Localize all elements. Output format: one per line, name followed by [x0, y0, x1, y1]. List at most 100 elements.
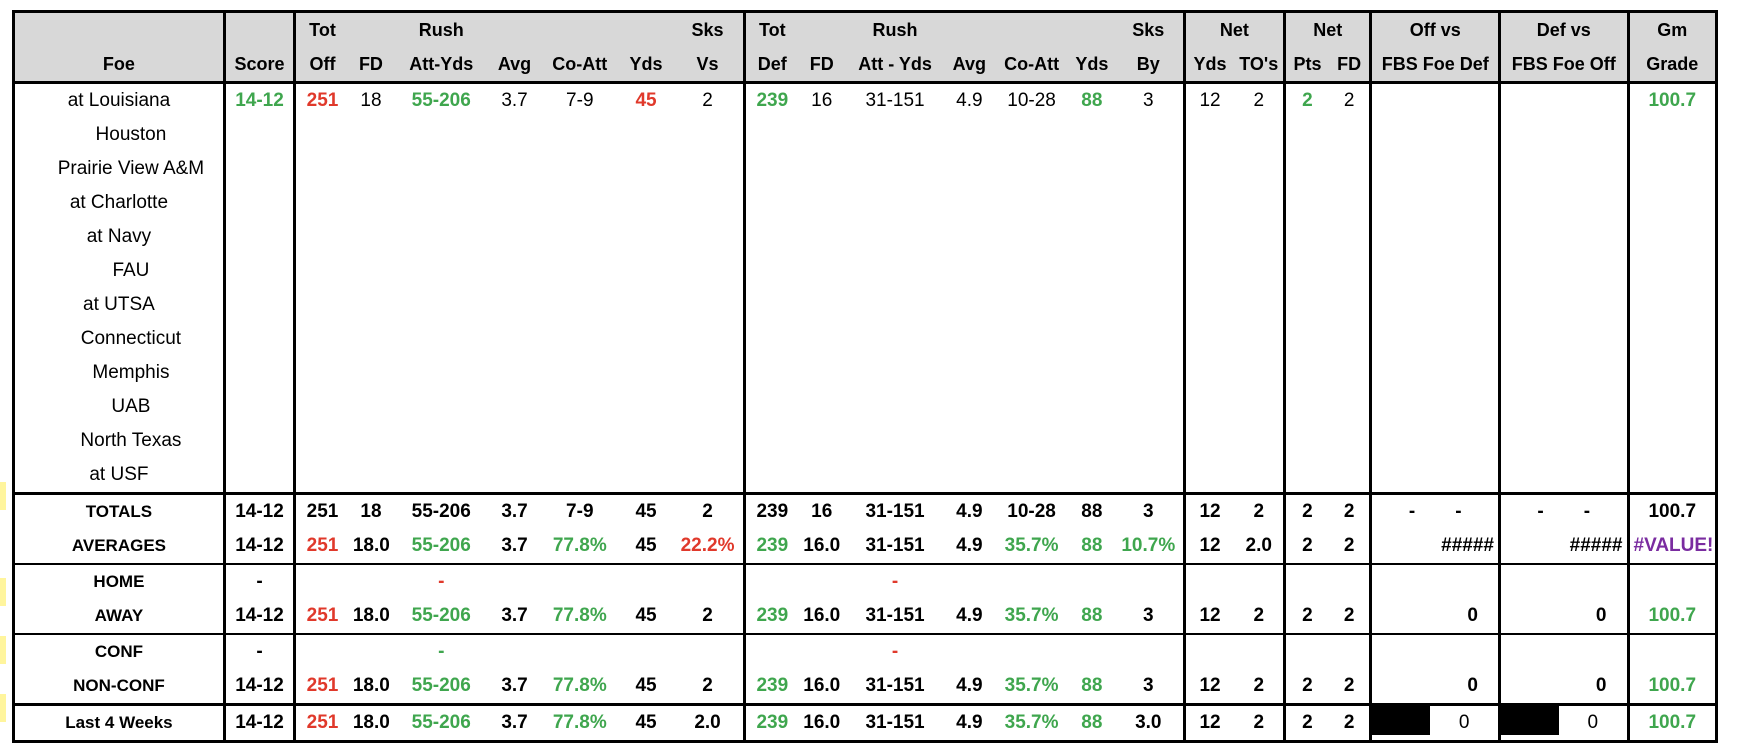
header-cell: Tot [742, 10, 799, 47]
summary-label: TOTALS [12, 492, 225, 529]
table-cell [222, 220, 295, 254]
table-cell [1497, 186, 1628, 220]
table-cell [1070, 254, 1114, 288]
table-cell [1497, 152, 1628, 186]
foe-cell: at Navy [12, 220, 225, 254]
header-cell: Foe [12, 47, 225, 84]
table-cell: 14-12 [222, 492, 295, 529]
table-cell [742, 322, 799, 356]
table-cell: 251 [293, 703, 349, 743]
table-cell: 100.7 [1626, 82, 1718, 118]
table-cell: 10.7% [1121, 535, 1176, 556]
table-cell [620, 152, 672, 186]
table-cell: #VALUE! [1626, 529, 1718, 564]
table-cell [1070, 322, 1114, 356]
dash-value: - [1583, 501, 1591, 522]
table-cell [1114, 356, 1184, 390]
table-cell: 2 [1253, 90, 1265, 111]
table-cell [222, 152, 295, 186]
table-cell [1114, 288, 1184, 322]
header-cell: By [1113, 47, 1185, 84]
table-cell [293, 254, 349, 288]
table-cell [1369, 563, 1500, 599]
table-cell [349, 186, 393, 220]
table-cell [1329, 424, 1371, 458]
table-cell [1626, 220, 1718, 254]
table-cell [619, 633, 673, 669]
game-row: Houston [12, 118, 1718, 152]
game-row: Connecticut [12, 322, 1718, 356]
table-cell [540, 118, 620, 152]
table-cell [1283, 458, 1329, 494]
table-cell [489, 390, 539, 424]
table-cell [489, 424, 539, 458]
table-cell [1283, 633, 1329, 669]
table-cell [540, 356, 620, 390]
header-cell: Sks [1113, 10, 1185, 47]
table-cell [489, 458, 539, 494]
table-cell [393, 424, 489, 458]
table-cell [993, 118, 1069, 152]
row-markers [0, 0, 6, 734]
header-cell: Pts [1283, 47, 1329, 84]
table-cell: 14-12 [222, 703, 295, 743]
table-cell: 3.7 [501, 675, 528, 696]
table-cell [222, 356, 295, 390]
header-cell: FD [348, 47, 394, 84]
table-cell [1283, 220, 1329, 254]
table-cell: 31-151 [844, 492, 946, 529]
table-cell [222, 322, 295, 356]
table-cell [1114, 220, 1184, 254]
table-cell [672, 118, 744, 152]
black-fill [1373, 707, 1431, 735]
table-cell: 12 [1182, 492, 1235, 529]
table-cell: 12 [1182, 669, 1235, 705]
table-cell [1070, 288, 1114, 322]
table-cell [620, 186, 672, 220]
table-cell [540, 186, 620, 220]
header-cell: Off vs [1369, 10, 1500, 47]
table-cell [222, 118, 295, 152]
game-row: at Charlotte [12, 186, 1718, 220]
header-cell: Sks [672, 10, 745, 47]
summary-row-last4: Last 4 Weeks 14-12 251 18.0 55-206 3.7 77.8% 45… [12, 703, 1718, 743]
table-cell: 45 [635, 535, 657, 556]
table-cell [620, 220, 672, 254]
table-cell: 77.8% [539, 703, 620, 743]
table-cell: 3.7 [501, 90, 528, 111]
table-cell [1369, 254, 1500, 288]
table-cell: 18.0 [352, 535, 390, 556]
table-cell [1182, 220, 1235, 254]
table-cell: 0 [1497, 703, 1628, 743]
table-cell: 35.7% [1004, 535, 1059, 556]
table-cell: 4.9 [956, 605, 983, 626]
table-cell: 16 [811, 90, 833, 111]
table-cell [489, 563, 540, 599]
table-cell: 2 [1234, 703, 1285, 743]
summary-row-averages: AVERAGES 14-12 251 18.0 55-206 3.7 77.8% 45 22.2… [12, 529, 1718, 564]
table-cell [222, 186, 295, 220]
table-cell: 239 [742, 703, 799, 743]
table-cell: 4.9 [956, 90, 983, 111]
summary-label: Last 4 Weeks [12, 703, 225, 743]
table-cell [1069, 563, 1114, 599]
table-cell [1369, 390, 1500, 424]
table-cell: 4.9 [956, 535, 983, 556]
team-stats-table: Tot Rush Sks Tot Rush Sks Net Net Off vs… [12, 10, 1718, 743]
table-cell [1283, 288, 1329, 322]
table-cell [1182, 152, 1235, 186]
table-cell [1234, 424, 1284, 458]
table-cell [222, 458, 295, 494]
table-cell [393, 458, 489, 494]
table-cell [1626, 152, 1718, 186]
table-cell [1182, 186, 1235, 220]
table-cell [293, 390, 349, 424]
header-cell: FD [1328, 47, 1371, 84]
table-cell [1182, 118, 1235, 152]
table-cell: 16.0 [803, 605, 841, 626]
table-cell [742, 356, 799, 390]
table-cell [620, 458, 672, 494]
table-cell [393, 152, 489, 186]
table-cell: 16.0 [803, 535, 841, 556]
